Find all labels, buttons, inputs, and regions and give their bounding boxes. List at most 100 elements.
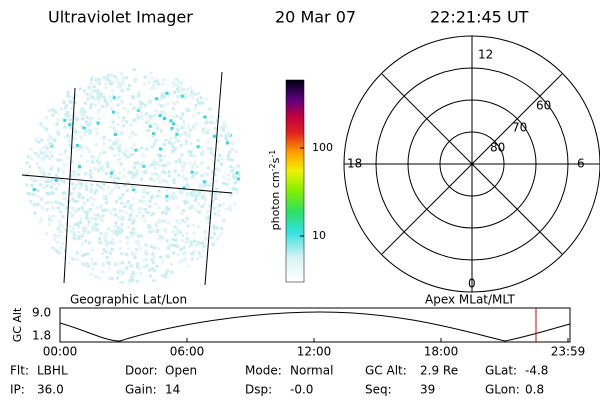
pixel [190, 205, 194, 208]
pixel [211, 243, 215, 246]
pixel [201, 249, 205, 253]
pixel [60, 107, 64, 111]
pixel [63, 118, 67, 122]
pixel [73, 223, 77, 226]
pixel [91, 89, 95, 93]
pixel [183, 201, 187, 205]
pixel [183, 95, 187, 99]
pixel [83, 202, 87, 206]
pixel [132, 175, 136, 179]
pixel [153, 246, 156, 250]
pixel [235, 171, 239, 175]
pixel [171, 238, 175, 241]
pixel [190, 170, 194, 174]
pixel [65, 206, 69, 210]
pixel [71, 226, 75, 230]
pixel [76, 182, 79, 186]
pixel [214, 192, 218, 196]
pixel [109, 107, 113, 110]
pixel [154, 280, 158, 284]
pixel [88, 208, 92, 212]
pixel [134, 248, 138, 252]
pixel [182, 246, 186, 250]
pixel [93, 225, 97, 229]
pixel [91, 262, 95, 266]
pixel [95, 127, 98, 131]
pixel [185, 95, 189, 99]
pixel [201, 128, 205, 131]
pixel [151, 134, 155, 138]
pixel [204, 122, 208, 126]
pixel [62, 180, 66, 184]
pixel [177, 85, 181, 89]
pixel [112, 231, 116, 235]
pixel [114, 213, 118, 217]
pixel [96, 92, 100, 96]
pixel [134, 232, 138, 236]
pixel [64, 112, 68, 116]
pixel [85, 216, 89, 220]
pixel [130, 234, 134, 238]
pixel [89, 190, 93, 194]
pixel [185, 269, 188, 273]
pixel [191, 166, 195, 170]
pixel [205, 216, 209, 219]
pixel [152, 161, 156, 165]
pixel [104, 208, 108, 212]
pixel [56, 167, 60, 171]
pixel [134, 118, 138, 122]
pixel [86, 123, 90, 127]
pixel [230, 133, 234, 137]
mlt-label: 18 [347, 157, 362, 171]
pixel [201, 130, 205, 134]
pixel [65, 104, 68, 108]
pixel [49, 143, 53, 147]
pixel [94, 275, 98, 279]
pixel [205, 238, 209, 241]
pixel [93, 213, 97, 217]
pixel [191, 174, 195, 178]
pixel [189, 243, 193, 247]
field-label: GLon: [485, 383, 520, 397]
pixel [88, 87, 92, 91]
pixel [110, 147, 114, 150]
pixel [91, 95, 94, 99]
pixel [157, 247, 161, 251]
pixel [82, 126, 86, 130]
pixel [185, 216, 189, 220]
pixel [89, 78, 93, 82]
pixel [77, 235, 81, 239]
pixel [149, 244, 153, 248]
pixel [206, 128, 210, 132]
pixel [108, 74, 112, 78]
pixel [162, 168, 166, 172]
pixel [231, 217, 235, 221]
pixel [162, 117, 166, 120]
pixel [108, 276, 112, 280]
pixel [148, 230, 152, 234]
pixel [180, 94, 184, 98]
pixel [75, 209, 78, 213]
pixel [171, 101, 175, 105]
pixel [230, 169, 234, 173]
pixel [122, 116, 126, 120]
pixel [134, 190, 138, 194]
pixel [63, 149, 67, 153]
pixel [144, 169, 148, 173]
pixel [71, 206, 75, 210]
pixel [148, 185, 151, 189]
pixel [185, 200, 189, 204]
pixel [108, 192, 112, 196]
pixel [212, 161, 216, 165]
pixel [141, 214, 145, 218]
pixel [73, 101, 77, 104]
pixel [80, 242, 84, 246]
pixel [105, 256, 109, 259]
pixel [81, 109, 85, 113]
pixel [231, 142, 235, 146]
pixel [104, 105, 108, 109]
pixel [182, 209, 186, 212]
pixel [85, 212, 89, 216]
pixel [155, 79, 159, 83]
pixel [180, 212, 184, 215]
